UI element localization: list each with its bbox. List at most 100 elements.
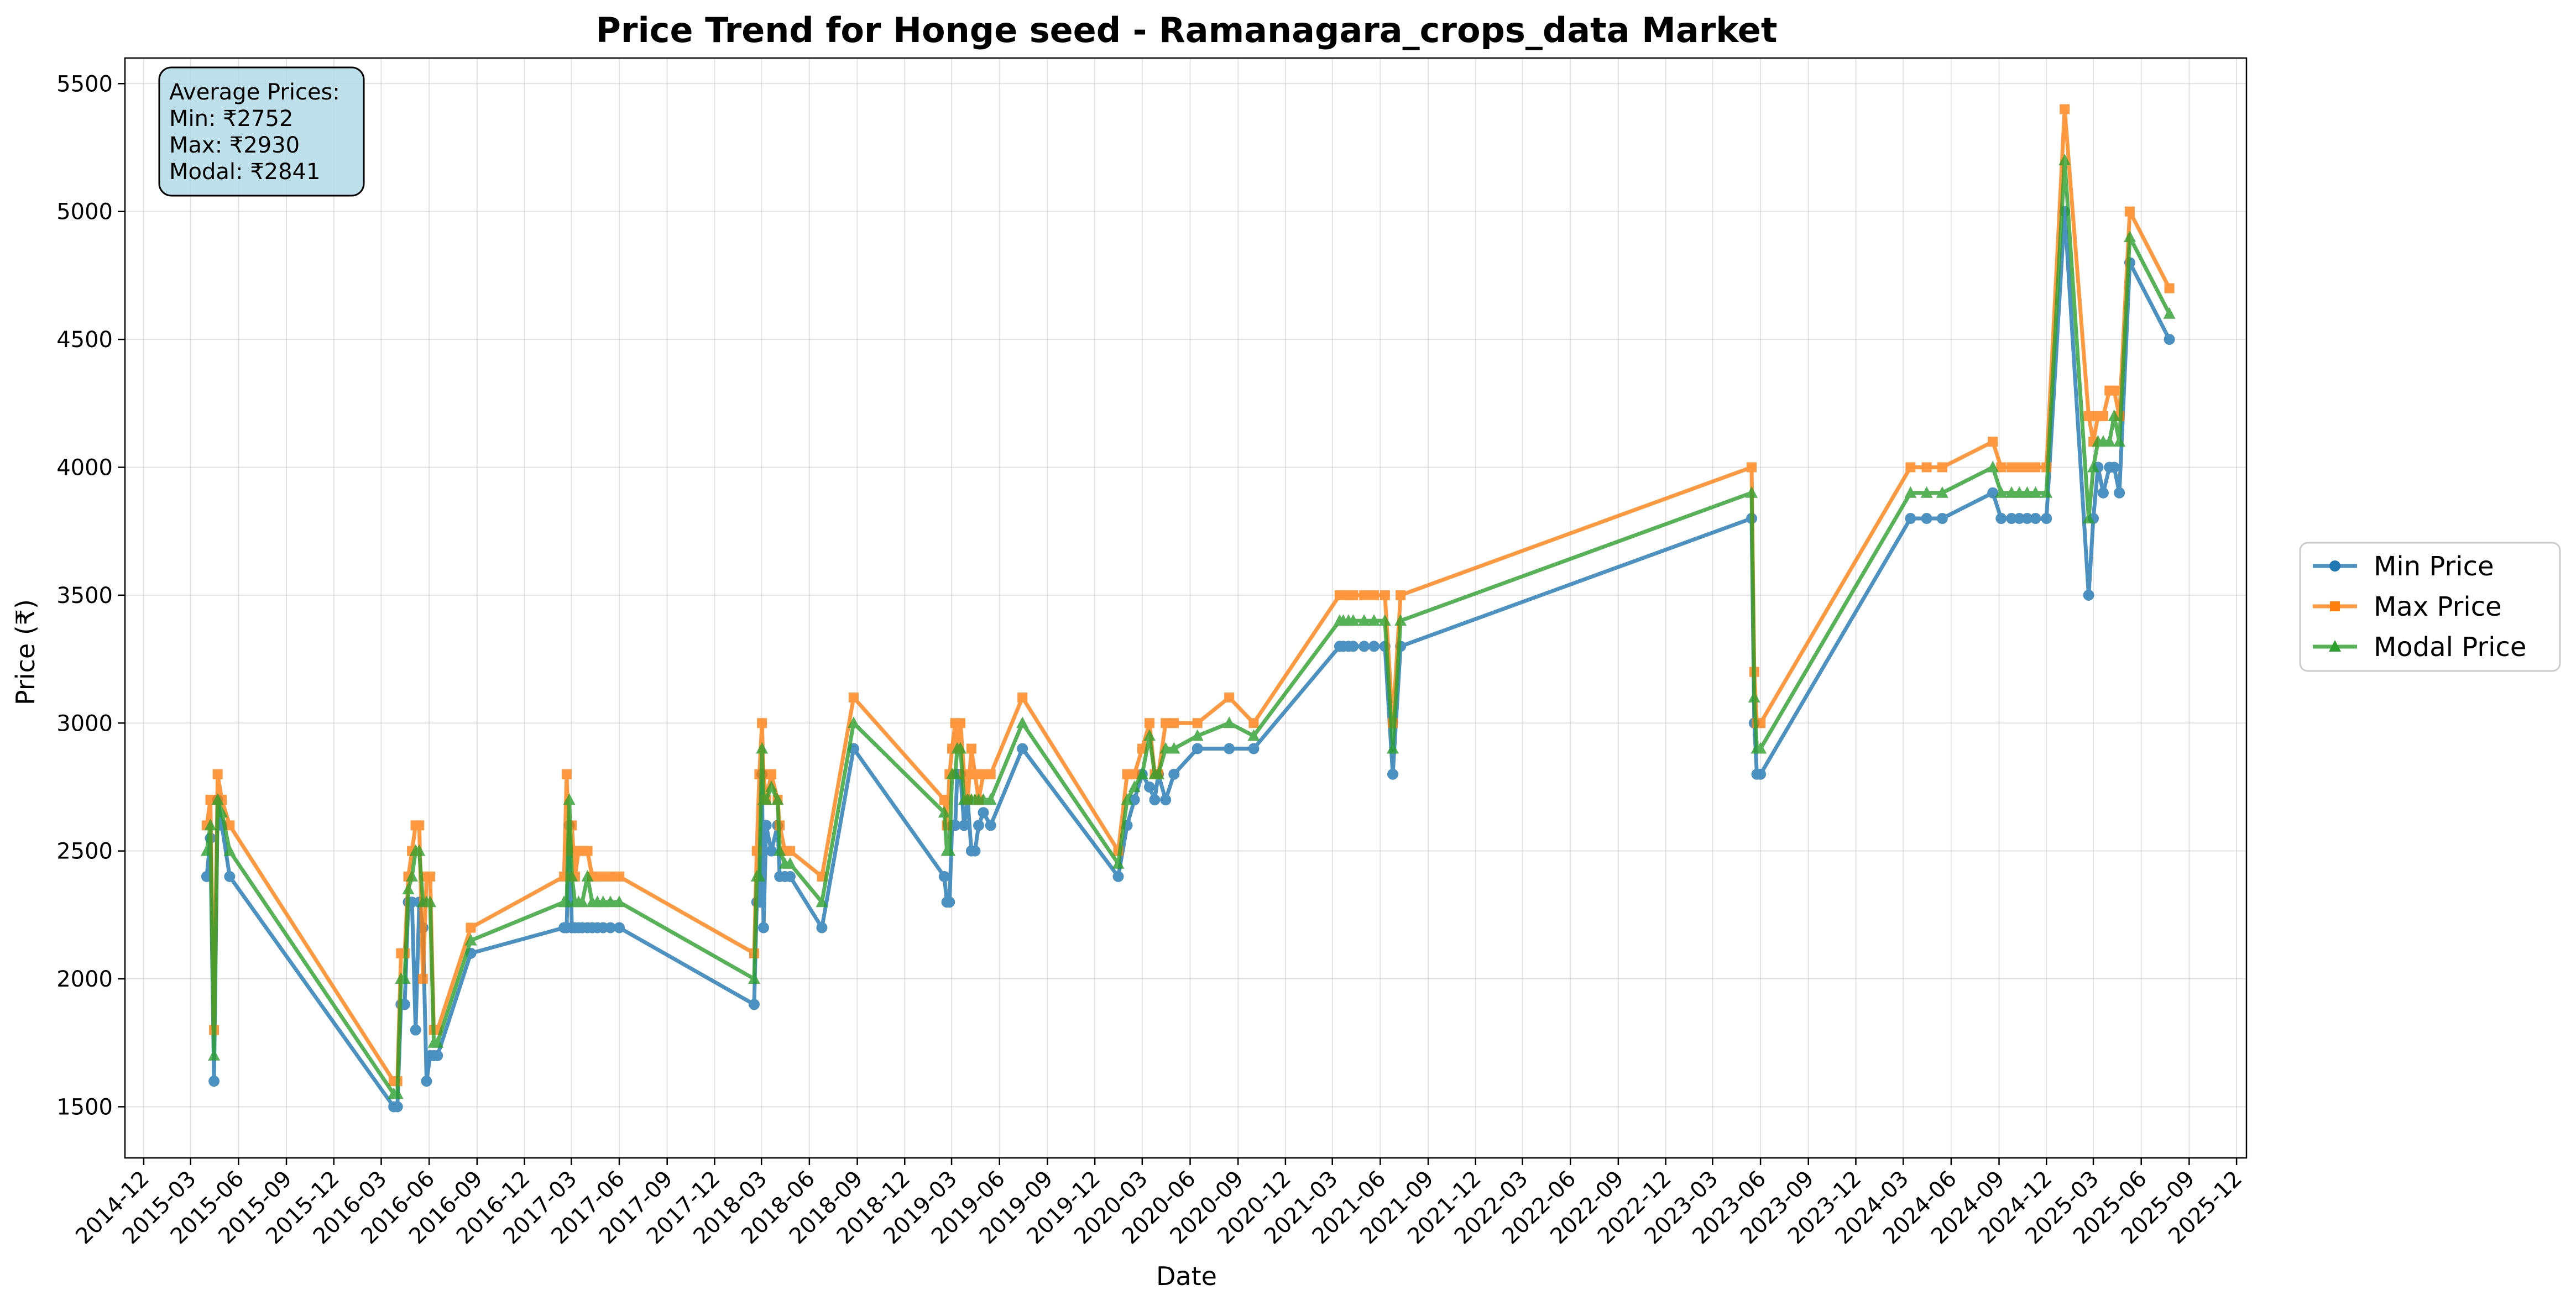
data-point-min-price xyxy=(1192,743,1203,754)
data-point-min-price xyxy=(1248,743,1260,754)
data-point-max-price xyxy=(1396,590,1406,600)
legend-item-modal-price: Modal Price xyxy=(2313,632,2526,663)
data-point-modal-price xyxy=(2163,307,2176,319)
data-point-modal-price xyxy=(1995,486,2008,498)
data-point-max-price xyxy=(466,922,476,933)
data-point-max-price xyxy=(1129,769,1140,779)
data-point-modal-price xyxy=(223,844,236,856)
data-point-modal-price xyxy=(2103,435,2116,447)
legend-label: Modal Price xyxy=(2374,632,2526,663)
data-point-min-price xyxy=(1387,768,1398,780)
legend: Min Price Max Price Modal Price xyxy=(2299,542,2561,672)
data-point-modal-price xyxy=(1223,716,1236,728)
data-point-modal-price xyxy=(613,895,626,908)
data-point-max-price xyxy=(1921,462,1932,473)
data-point-max-price xyxy=(2007,462,2017,473)
data-point-max-price xyxy=(955,718,966,728)
data-point-min-price xyxy=(432,1050,443,1061)
data-point-min-price xyxy=(1921,513,1932,525)
data-point-max-price xyxy=(2014,462,2025,473)
data-point-min-price xyxy=(1144,781,1156,793)
data-point-min-price xyxy=(1347,641,1359,652)
data-point-max-price xyxy=(1988,437,1998,447)
data-point-max-price xyxy=(2098,411,2108,421)
data-point-min-price xyxy=(2164,334,2175,345)
data-point-modal-price xyxy=(424,895,437,908)
data-point-modal-price xyxy=(1394,614,1407,626)
data-point-min-price xyxy=(391,1101,403,1113)
data-point-min-price xyxy=(224,870,236,882)
data-point-modal-price xyxy=(1987,460,1999,473)
data-point-max-price xyxy=(1937,462,1947,473)
data-point-max-price xyxy=(985,769,996,779)
data-point-max-price xyxy=(848,692,859,702)
data-point-modal-price xyxy=(984,793,997,805)
data-point-modal-price xyxy=(200,844,213,856)
data-point-min-price xyxy=(208,1076,220,1087)
y-tick-label: 3000 xyxy=(56,711,113,736)
data-point-min-price xyxy=(421,1076,432,1087)
data-point-min-price xyxy=(1358,641,1370,652)
data-point-min-price xyxy=(1168,768,1180,780)
data-point-min-price xyxy=(958,820,970,831)
legend-swatch-marker xyxy=(2329,640,2341,652)
data-point-modal-price xyxy=(756,742,769,754)
data-point-max-price xyxy=(1996,462,2007,473)
data-point-max-price xyxy=(212,769,223,779)
data-point-max-price xyxy=(1747,462,1757,473)
series-modal-price xyxy=(200,154,2176,1099)
data-point-modal-price xyxy=(2087,460,2100,473)
data-point-modal-price xyxy=(774,844,786,856)
data-point-modal-price xyxy=(949,767,962,779)
data-point-modal-price xyxy=(1746,486,1758,498)
data-point-max-price xyxy=(1380,590,1390,600)
y-tick-label: 1500 xyxy=(56,1094,113,1120)
data-point-modal-price xyxy=(847,716,860,728)
data-point-min-price xyxy=(757,922,769,934)
data-point-max-price xyxy=(224,820,235,831)
data-point-modal-price xyxy=(765,780,778,792)
data-point-max-price xyxy=(2060,104,2070,114)
x-axis-label: Date xyxy=(1156,1261,1217,1291)
data-point-min-price xyxy=(604,922,616,934)
chart-title: Price Trend for Honge seed - Ramanagara_… xyxy=(595,10,1777,50)
data-point-max-price xyxy=(425,871,436,882)
data-point-modal-price xyxy=(208,1048,221,1061)
data-point-modal-price xyxy=(563,793,576,805)
data-point-min-price xyxy=(1905,513,1916,525)
data-point-min-price xyxy=(760,820,772,831)
data-point-modal-price xyxy=(753,869,766,882)
data-point-modal-price xyxy=(2013,486,2026,498)
average-prices-annotation: Average Prices: Min: ₹2752 Max: ₹2930 Mo… xyxy=(158,66,365,197)
data-point-max-price xyxy=(561,769,572,779)
data-point-modal-price xyxy=(2108,409,2120,421)
data-point-min-price xyxy=(1368,641,1380,652)
data-point-min-price xyxy=(614,922,625,934)
data-point-max-price xyxy=(1169,718,1179,728)
data-point-min-price xyxy=(1017,743,1028,754)
data-point-modal-price xyxy=(943,844,956,856)
data-point-min-price xyxy=(1149,794,1161,806)
series-layer xyxy=(200,104,2176,1113)
data-point-modal-price xyxy=(402,883,415,895)
annotation-line-modal: Modal: ₹2841 xyxy=(169,159,320,185)
y-tick-label: 4000 xyxy=(56,455,113,480)
data-point-min-price xyxy=(410,1024,421,1036)
data-point-min-price xyxy=(944,896,955,908)
legend-frame xyxy=(2299,542,2561,672)
annotation-line-max: Max: ₹2930 xyxy=(169,133,300,158)
data-point-modal-price xyxy=(784,857,797,869)
data-point-modal-price xyxy=(816,895,828,908)
legend-item-max-price: Max Price xyxy=(2313,591,2502,622)
data-point-min-price xyxy=(749,999,760,1010)
data-point-max-price xyxy=(1161,718,1171,728)
data-point-max-price xyxy=(966,743,976,754)
data-point-max-price xyxy=(1017,692,1028,702)
data-point-modal-price xyxy=(1247,729,1260,741)
data-point-min-price xyxy=(1987,487,1999,499)
data-point-modal-price xyxy=(1168,742,1180,754)
data-point-modal-price xyxy=(391,1087,404,1099)
data-point-modal-price xyxy=(1920,486,1933,498)
